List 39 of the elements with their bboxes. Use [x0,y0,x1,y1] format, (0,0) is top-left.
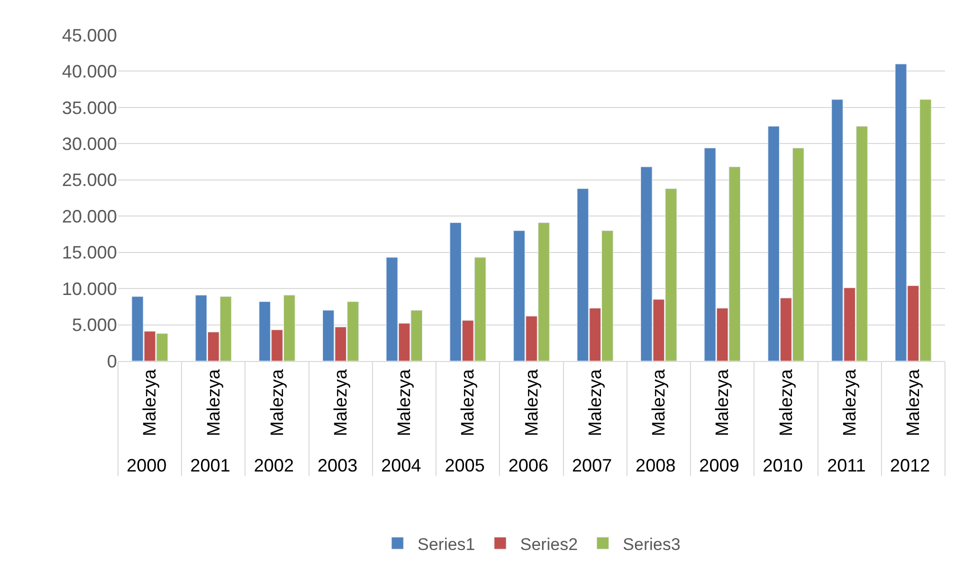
x-tick-label: 2007 [572,456,612,476]
x-tick-label: 2002 [254,456,294,476]
text: Malezya [776,368,796,436]
y-tick-label: 10.000 [62,278,117,299]
x-tick-label: 2011 [827,456,866,476]
y-tick-label: 30.000 [62,134,117,154]
x-tick-label: 2004 [381,456,422,476]
y-tick-label: 5.000 [72,315,117,336]
legend-label: Series1 [418,534,476,554]
text: Malezya [521,368,542,436]
y-tick-label: 0 [106,351,117,372]
text: Malezya [394,368,414,436]
x-tick-label: 2000 [126,456,167,476]
text: Malezya [330,368,350,436]
y-tick-label: 45.000 [62,25,117,46]
x-tick-label: 2006 [508,456,548,476]
x-tick-label: 2003 [317,456,358,476]
text: Malezya [458,368,478,436]
x-tick-label: 2010 [762,456,803,476]
x-tick-label: 2001 [190,456,230,476]
text: Malezya [839,368,860,436]
y-tick-label: 15.000 [62,242,117,263]
y-tick-label: 25.000 [62,170,117,190]
text: Malezya [648,368,669,436]
text: Malezya [266,368,287,436]
text: Malezya [584,368,605,436]
text: Malezya [712,368,732,436]
y-tick-label: 40.000 [62,62,117,82]
y-tick-label: 20.000 [62,206,117,226]
text: Malezya [140,368,160,436]
y-tick-label: 35.000 [62,98,117,118]
text: Malezya [203,368,224,436]
x-tick-label: 2005 [444,456,485,476]
x-tick-label: 2008 [636,456,676,476]
text: Malezya [903,368,924,436]
x-tick-label: 2009 [699,456,740,476]
legend-label: Series3 [622,534,680,554]
x-tick-label: 2012 [890,456,930,476]
legend-label: Series2 [520,534,578,554]
